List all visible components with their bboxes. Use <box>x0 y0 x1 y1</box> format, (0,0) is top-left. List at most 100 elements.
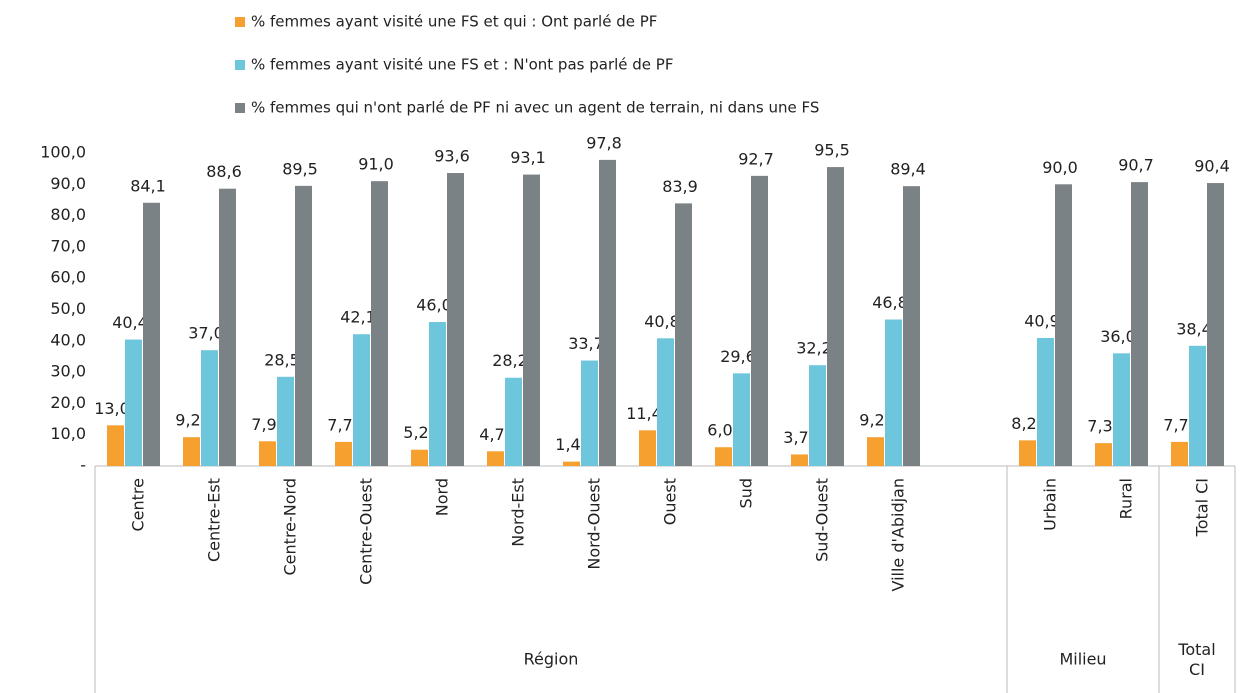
bar <box>1207 183 1224 466</box>
data-label: 8,2 <box>1011 414 1036 433</box>
data-label: 36,0 <box>1100 327 1136 346</box>
data-label: 40,8 <box>644 312 680 331</box>
bar <box>1113 353 1130 466</box>
bar <box>523 174 540 467</box>
bar <box>335 441 352 466</box>
data-label: 38,4 <box>1176 319 1212 338</box>
data-label: 92,7 <box>738 149 774 168</box>
legend-swatch <box>235 17 245 27</box>
bar <box>125 339 142 466</box>
legend-label: % femmes qui n'ont parlé de PF ni avec u… <box>251 99 819 117</box>
bar <box>1055 184 1072 467</box>
bar <box>411 449 428 466</box>
data-label: 11,4 <box>626 404 662 423</box>
x-tick-label: Total CI <box>1193 478 1212 537</box>
legend-label: % femmes ayant visité une FS et : N'ont … <box>251 56 673 74</box>
data-label: 32,2 <box>796 339 832 358</box>
group-label: Total CI <box>1177 640 1215 679</box>
bar <box>201 350 218 466</box>
x-tick-label: Sud-Ouest <box>813 478 832 562</box>
y-tick-label: 30,0 <box>50 362 86 381</box>
bar <box>505 377 522 466</box>
data-label: 6,0 <box>707 421 732 440</box>
y-tick-label: 70,0 <box>50 236 86 255</box>
bar <box>1131 182 1148 466</box>
group-label: Milieu <box>1059 650 1106 669</box>
data-label: 7,7 <box>327 415 352 434</box>
data-label: 93,1 <box>510 148 546 167</box>
bar <box>733 373 750 466</box>
bar <box>867 437 884 466</box>
bar <box>183 437 200 466</box>
data-label: 9,2 <box>859 411 884 430</box>
data-label: 84,1 <box>130 176 166 195</box>
bar <box>903 186 920 467</box>
bar <box>1189 345 1206 466</box>
bar <box>599 159 616 467</box>
y-tick-label: 40,0 <box>50 330 86 349</box>
legend-swatch <box>235 103 245 113</box>
bar <box>675 203 692 466</box>
bar <box>1171 441 1188 466</box>
data-label: 90,4 <box>1194 157 1230 176</box>
y-tick-label: 80,0 <box>50 205 86 224</box>
data-label: 37,0 <box>188 324 224 343</box>
bar <box>827 167 844 466</box>
bar <box>429 322 446 466</box>
data-label: 9,2 <box>175 411 200 430</box>
data-label: 46,8 <box>872 293 908 312</box>
data-label: 28,5 <box>264 350 300 369</box>
data-label: 4,7 <box>479 425 504 444</box>
x-tick-label: Nord-Ouest <box>585 478 604 570</box>
data-label: 7,3 <box>1087 417 1112 436</box>
data-label: 33,7 <box>568 334 604 353</box>
group-label: Région <box>524 650 579 669</box>
legend-label: % femmes ayant visité une FS et qui : On… <box>251 13 657 31</box>
bar <box>715 447 732 466</box>
data-label: 89,5 <box>282 159 318 178</box>
data-label: 28,2 <box>492 351 528 370</box>
bar <box>657 338 674 466</box>
data-label: 3,7 <box>783 428 808 447</box>
x-tick-label: Centre <box>129 478 148 532</box>
bar <box>791 454 808 466</box>
data-label: 97,8 <box>586 133 622 152</box>
x-tick-label: Nord <box>433 478 452 516</box>
data-label: 93,6 <box>434 147 470 166</box>
bar <box>1019 440 1036 466</box>
x-tick-label: Rural <box>1117 478 1136 519</box>
data-label: 90,7 <box>1118 156 1154 175</box>
data-label: 7,9 <box>251 415 276 434</box>
bar <box>1037 337 1054 466</box>
legend-swatch <box>235 60 245 70</box>
bar <box>353 334 370 466</box>
data-label: 89,4 <box>890 160 926 179</box>
bar <box>447 173 464 467</box>
y-tick-label: 90,0 <box>50 174 86 193</box>
data-label: 40,4 <box>112 313 148 332</box>
bar <box>107 425 124 466</box>
y-tick-label: 100,0 <box>40 143 86 162</box>
bar <box>751 175 768 466</box>
x-tick-label: Ouest <box>661 478 680 525</box>
bar <box>295 185 312 467</box>
data-label: 1,4 <box>555 435 580 454</box>
bar <box>639 430 656 466</box>
data-label: 90,0 <box>1042 158 1078 177</box>
x-tick-label: Ville d'Abidjan <box>889 478 908 592</box>
y-tick-label: 60,0 <box>50 268 86 287</box>
data-label: 7,7 <box>1163 415 1188 434</box>
data-label: 83,9 <box>662 177 698 196</box>
bar <box>809 365 826 466</box>
data-label: 40,9 <box>1024 311 1060 330</box>
data-label: 29,6 <box>720 347 756 366</box>
bar <box>1095 443 1112 466</box>
data-label: 46,0 <box>416 296 452 315</box>
data-label: 5,2 <box>403 423 428 442</box>
x-tick-label: Urbain <box>1041 478 1060 531</box>
data-label: 42,1 <box>340 308 376 327</box>
bar <box>563 461 580 466</box>
x-tick-label: Centre-Ouest <box>357 478 376 585</box>
x-tick-label: Sud <box>737 478 756 508</box>
